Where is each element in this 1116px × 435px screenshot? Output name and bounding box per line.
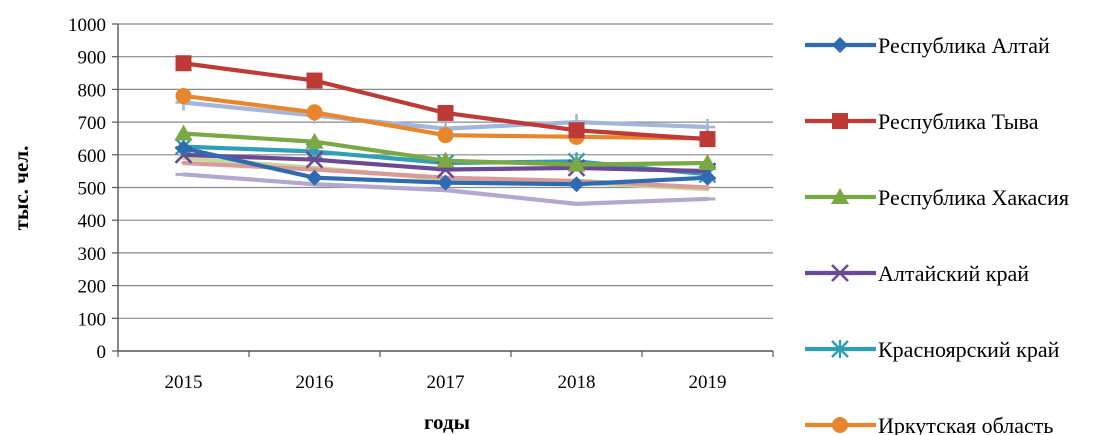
y-tick-label: 0 — [97, 342, 107, 363]
legend-label: Республика Тыва — [878, 109, 1039, 134]
data-point — [568, 122, 585, 139]
data-point — [306, 104, 323, 121]
legend-label: Республика Хакасия — [878, 185, 1069, 210]
legend: Республика Алтай Республика Тыва Республик… — [805, 33, 1069, 435]
x-tick-label: 2018 — [558, 372, 596, 393]
legend-entry: Республика Хакасия — [805, 185, 1069, 210]
data-point — [305, 132, 324, 149]
y-tick-label: 600 — [78, 146, 107, 167]
legend-label: Республика Алтай — [878, 33, 1050, 58]
x-tick-label: 2016 — [296, 372, 334, 393]
legend-entry: Иркутская область — [805, 413, 1053, 435]
data-point — [174, 124, 193, 141]
y-tick-label: 700 — [78, 113, 107, 134]
y-tick-label: 500 — [78, 179, 107, 200]
data-point — [437, 104, 454, 121]
x-tick-label: 2017 — [427, 372, 465, 393]
data-point — [567, 155, 586, 172]
data-point — [699, 131, 716, 148]
legend-entry: Красноярский край — [805, 337, 1060, 362]
x-tick-label: 2015 — [165, 372, 203, 393]
data-point — [436, 151, 455, 168]
data-point — [699, 169, 716, 186]
legend-marker — [832, 37, 848, 53]
x-axis-tick-labels: 2015 2016 2017 2018 2019 — [165, 372, 727, 393]
y-tick-label: 1000 — [68, 15, 106, 36]
series-3 — [174, 124, 717, 172]
legend-marker — [832, 113, 848, 129]
legend-entry: Алтайский край — [805, 261, 1029, 286]
y-tick-label: 900 — [78, 48, 107, 69]
y-tick-label: 400 — [78, 211, 107, 232]
series-2 — [175, 55, 716, 148]
data-point — [175, 55, 192, 72]
data-point — [306, 169, 323, 186]
legend-marker — [831, 340, 849, 358]
data-point — [306, 72, 323, 89]
data-point — [568, 176, 585, 193]
legend-label: Алтайский край — [878, 261, 1029, 286]
y-tick-label: 100 — [78, 309, 107, 330]
legend-entry: Республика Тыва — [805, 109, 1039, 134]
legend-marker — [832, 417, 848, 433]
legend-marker — [831, 188, 849, 204]
series-1 — [175, 140, 716, 193]
legend-label: Красноярский край — [878, 337, 1060, 362]
data-point — [437, 127, 454, 144]
series-lines — [174, 55, 717, 206]
y-tick-label: 200 — [78, 277, 107, 298]
x-tick-label: 2019 — [689, 372, 727, 393]
y-axis-title: тыс. чел. — [9, 146, 33, 231]
x-axis-title: годы — [424, 410, 470, 434]
data-point — [305, 150, 324, 169]
y-tick-label: 300 — [78, 244, 107, 265]
data-point — [175, 140, 192, 157]
y-axis-tick-labels: 0 100 200 300 400 500 600 700 800 900 1000 — [68, 15, 106, 363]
legend-marker — [831, 264, 849, 282]
data-point — [437, 174, 454, 191]
legend-label: Иркутская область — [878, 413, 1053, 435]
data-point — [175, 87, 192, 104]
axes — [112, 23, 774, 357]
data-point — [698, 153, 717, 170]
y-tick-label: 800 — [78, 80, 107, 101]
legend-entry: Республика Алтай — [805, 33, 1050, 58]
